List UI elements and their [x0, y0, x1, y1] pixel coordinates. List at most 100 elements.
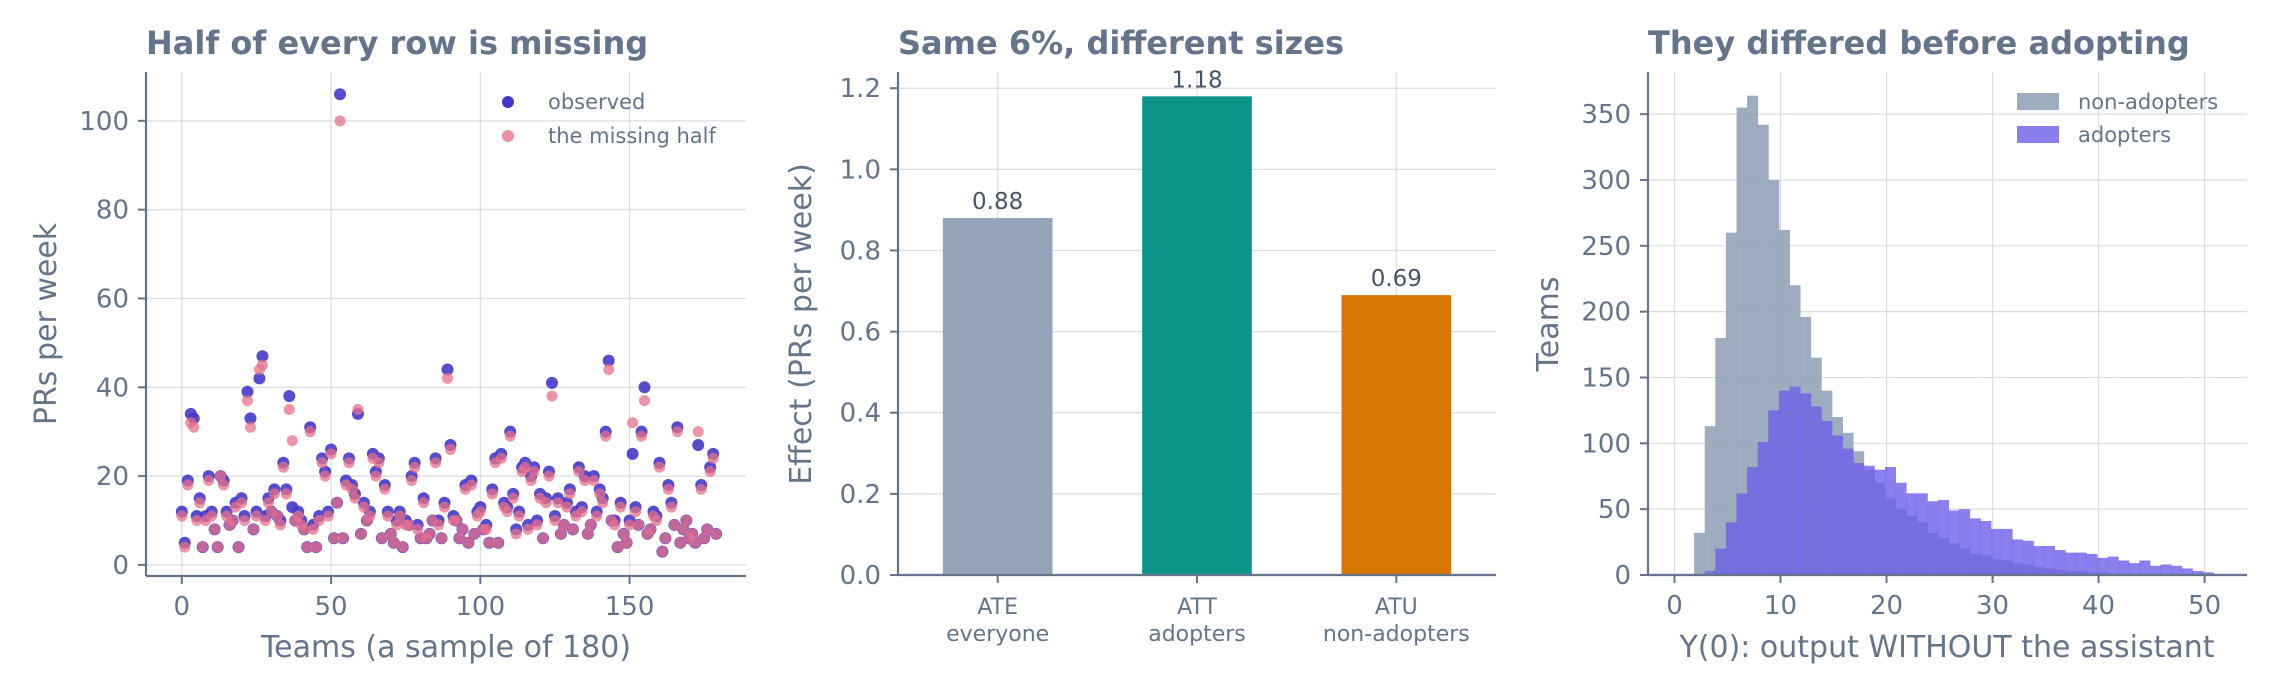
observed-point: [334, 88, 347, 101]
bar-category-label: ATT: [1177, 595, 1217, 620]
hist-bar-adopters: [1895, 482, 1907, 575]
hist-bar-nonadopters: [1704, 426, 1716, 575]
missing-point: [686, 528, 698, 540]
missing-point: [283, 403, 295, 415]
missing-point: [358, 501, 370, 513]
hist-y-tick-label: 300: [1581, 166, 1631, 196]
hist-bar-adopters: [1831, 435, 1843, 575]
hist-bar-adopters: [1715, 548, 1727, 575]
missing-point: [259, 514, 271, 526]
scatter-y-tick-label: 80: [96, 196, 129, 226]
legend-swatch-nonadopters: [2017, 93, 2059, 110]
hist-x-tick-label: 10: [1764, 591, 1797, 621]
missing-point: [510, 528, 522, 540]
missing-point: [277, 461, 289, 473]
hist-bar-adopters: [2096, 557, 2108, 575]
panel-scatter: 0 50 100 150 0 20 40 60 80 100 Half of every row …: [29, 24, 746, 665]
missing-point: [433, 519, 445, 531]
missing-point: [462, 537, 474, 549]
hist-bar-adopters: [1789, 386, 1801, 575]
legend-marker-observed: [502, 96, 514, 108]
missing-point: [624, 519, 636, 531]
missing-point: [239, 514, 251, 526]
missing-point: [522, 523, 534, 535]
observed-point: [692, 439, 705, 452]
missing-point: [501, 506, 513, 518]
missing-point: [262, 497, 274, 509]
hist-bar-adopters: [1969, 518, 1981, 575]
missing-point: [465, 479, 477, 491]
missing-point: [176, 510, 188, 522]
hist-bar-adopters: [1704, 571, 1716, 575]
missing-point: [609, 519, 621, 531]
missing-point: [653, 461, 665, 473]
panel-bars: 0.88 1.18 0.69 0.0 0.2 0.4 0.6 0.8 1.0 1.2 ATEeve…: [784, 24, 1496, 647]
legend-marker-missing: [502, 130, 514, 142]
missing-point: [537, 532, 549, 544]
missing-point: [334, 115, 346, 127]
hist-bar-nonadopters: [1768, 179, 1780, 575]
hist-bar-adopters: [1948, 510, 1960, 575]
missing-point: [236, 497, 248, 509]
missing-point: [621, 537, 633, 549]
hist-bar-adopters: [1778, 390, 1790, 575]
missing-point: [250, 510, 262, 522]
hist-bar-adopters: [1937, 499, 1949, 575]
missing-point: [665, 501, 677, 513]
observed-point: [602, 354, 615, 367]
legend-label-nonadopters: non-adopters: [2078, 90, 2218, 114]
hist-bar-adopters: [1863, 465, 1875, 575]
hist-bar-adopters: [1725, 522, 1737, 575]
missing-point: [591, 510, 603, 522]
hist-title: They differed before adopting: [1648, 24, 2190, 62]
hist-bar-adopters: [2086, 553, 2098, 575]
missing-point: [274, 519, 286, 531]
bar-att: [1142, 96, 1252, 575]
hist-bar-adopters: [1853, 463, 1865, 575]
missing-point: [552, 497, 564, 509]
missing-point: [331, 497, 343, 509]
hist-x-tick-label: 20: [1870, 591, 1903, 621]
scatter-y-tick-label: 40: [96, 373, 129, 403]
missing-point: [337, 532, 349, 544]
missing-point: [316, 457, 328, 469]
missing-point: [513, 510, 525, 522]
missing-point: [615, 501, 627, 513]
missing-point: [656, 546, 668, 558]
observed-point: [283, 390, 296, 403]
missing-point: [424, 528, 436, 540]
hist-bar-adopters: [1842, 448, 1854, 575]
missing-point: [668, 519, 680, 531]
bar-title: Same 6%, different sizes: [898, 24, 1344, 62]
missing-point: [206, 510, 218, 522]
missing-point: [689, 537, 701, 549]
missing-point: [394, 510, 406, 522]
missing-point: [474, 506, 486, 518]
legend-swatch-adopters: [2017, 126, 2059, 143]
missing-point: [233, 541, 245, 553]
scatter-y-tick-label: 0: [112, 551, 129, 581]
scatter-y-tick-label: 100: [79, 107, 129, 137]
missing-point: [346, 483, 358, 495]
observed-point: [256, 350, 269, 363]
hist-bar-adopters: [1821, 420, 1833, 575]
bar-category-sublabel: non-adopters: [1323, 622, 1470, 647]
hist-bar-adopters: [2171, 565, 2183, 575]
missing-point: [444, 443, 456, 455]
missing-point: [662, 483, 674, 495]
missing-point: [304, 426, 316, 438]
missing-point: [256, 359, 268, 371]
missing-point: [218, 479, 230, 491]
missing-point: [412, 523, 424, 535]
missing-point: [603, 364, 615, 376]
bar-y-tick-label: 0.2: [840, 480, 881, 510]
missing-point: [525, 475, 537, 487]
scatter-ticks: 0 50 100 150 0 20 40 60 80 100: [79, 107, 654, 622]
missing-point: [468, 528, 480, 540]
missing-point: [564, 488, 576, 500]
hist-bar-adopters: [2118, 560, 2130, 575]
hist-bar-adopters: [1927, 501, 1939, 575]
hist-ticks: 0 10 20 30 40 50 0 50 100 150 200 250 300 350: [1581, 100, 2221, 621]
missing-point: [280, 488, 292, 500]
